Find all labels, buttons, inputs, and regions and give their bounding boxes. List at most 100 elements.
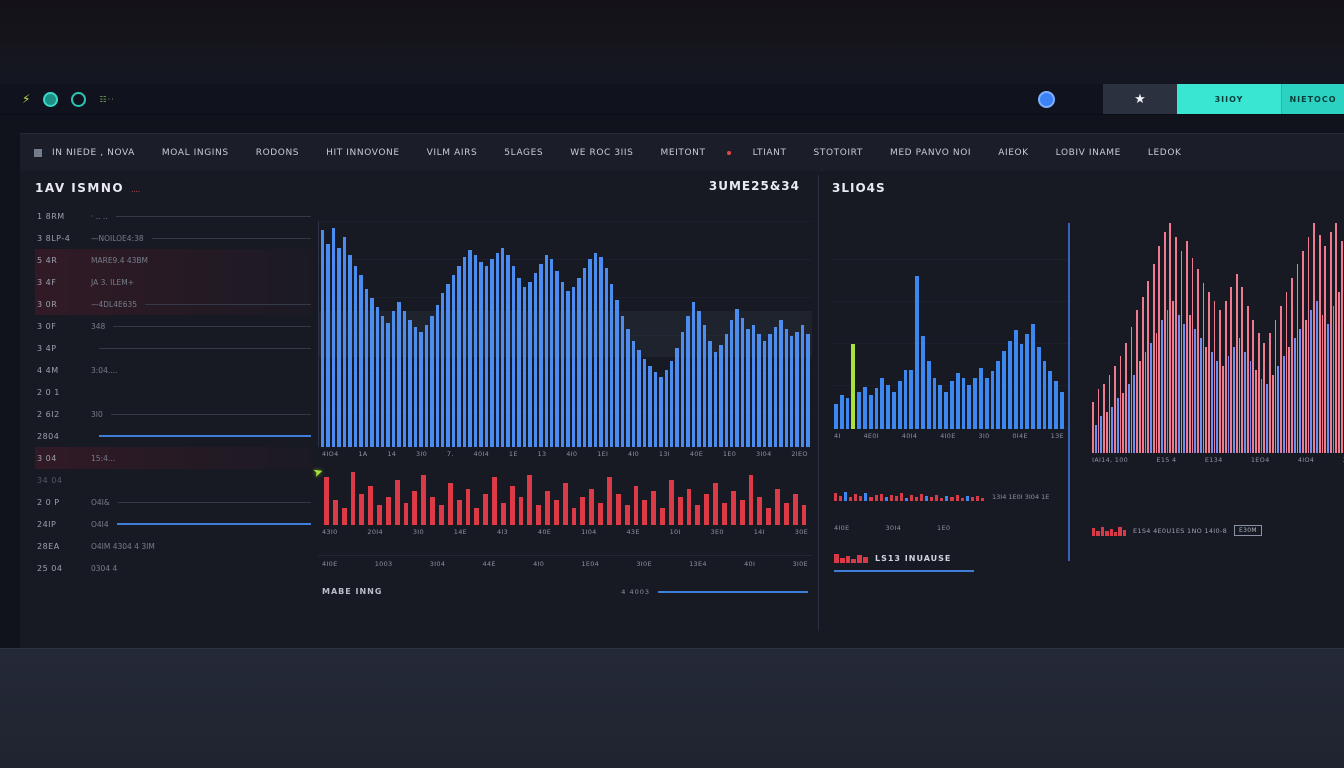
footer-progress-line[interactable]	[834, 570, 974, 572]
secondary-chart[interactable]	[830, 259, 1068, 429]
chart-bar	[686, 315, 690, 447]
nav-item[interactable]: LOBIV INAME	[1055, 148, 1121, 158]
strip-chart[interactable]	[834, 491, 984, 501]
axis-tick-label: IAI14, 100	[1092, 456, 1129, 464]
row-sparkline	[156, 260, 311, 261]
watchlist-row[interactable]: 2 0 P O4I&	[35, 491, 313, 513]
chart-bar	[440, 293, 445, 447]
price-chart[interactable]	[318, 221, 812, 447]
chart-bar	[391, 311, 396, 447]
nav-item[interactable]: RODONS	[255, 148, 300, 158]
watchlist-row[interactable]: 3 0F 348	[35, 315, 313, 337]
nav-item[interactable]: MEITONT	[660, 148, 706, 158]
nav-item[interactable]: WE ROC 3IIS	[570, 148, 634, 158]
nav-item[interactable]: MED PANVO NOI	[889, 148, 972, 158]
target-icon[interactable]	[71, 91, 87, 107]
row-label: 3 8LP-4	[37, 233, 71, 243]
chart-bar	[944, 391, 948, 429]
nav-item[interactable]: LEDOK	[1147, 148, 1182, 158]
chart-bar	[857, 554, 863, 563]
chart-bar	[1327, 324, 1329, 453]
watchlist-row[interactable]: 3 4F JA 3. ILEM+	[35, 271, 313, 293]
watchlist-row[interactable]: 2 0 1	[35, 381, 313, 403]
watchlist-row[interactable]: 28EA O4IM 4304 4 3IM	[35, 535, 313, 557]
watchlist-row[interactable]: 1 8RM · .. ..	[35, 205, 313, 227]
chart-bar	[702, 324, 707, 447]
progress-line[interactable]	[658, 590, 808, 593]
chart-bar	[1296, 264, 1299, 453]
nav-item[interactable]: IN NIEDE , NOVA	[52, 148, 135, 158]
chart-bar	[1318, 234, 1321, 453]
chart-bar	[839, 558, 845, 563]
nav-item[interactable]: AIEOK	[998, 148, 1029, 158]
volatility-chart[interactable]	[1078, 223, 1344, 453]
chart-bar	[438, 505, 444, 525]
axis-tick-label: 2IEO	[791, 450, 808, 458]
row-sparkline	[110, 413, 311, 415]
primary-action-button[interactable]: 3IIOY	[1177, 84, 1281, 114]
watchlist-row[interactable]: 3 0R —4DL4E635	[35, 293, 313, 315]
axis-tick-label: 13E4	[689, 560, 707, 568]
row-sparkline	[99, 435, 311, 437]
chart-bar	[626, 329, 630, 447]
volume-chart-axis: 43I0 20I4 3I0 14E 4I3 40E 1I04 43E 10I 3E0 14I 30E	[318, 525, 812, 539]
footer-mini-bars	[834, 553, 868, 563]
record-icon[interactable]	[43, 91, 59, 107]
axis-tick-label: 13	[537, 450, 547, 458]
settings-dots-icon[interactable]: ☷··	[99, 94, 115, 104]
chart-bar	[1338, 292, 1340, 453]
nav-item[interactable]: STOTOIRT	[813, 148, 863, 158]
chart-bar	[1007, 340, 1012, 429]
watchlist-row[interactable]: 2 6I2 3I0	[35, 403, 313, 425]
volume-chart[interactable]	[318, 469, 812, 525]
watchlist-row[interactable]: 2804	[35, 425, 313, 447]
nav-item[interactable]: VILM AIRS	[426, 148, 478, 158]
watchlist-row[interactable]: 3 4P	[35, 337, 313, 359]
row-value: 0304 4	[91, 563, 118, 573]
row-value: MARE9.4 43BM	[91, 255, 149, 265]
watchlist-row[interactable]: 25 04 0304 4	[35, 557, 313, 579]
chart-bar	[1122, 530, 1126, 536]
chart-bar	[1054, 381, 1059, 429]
chart-bar	[862, 386, 867, 429]
axis-tick-label: 3E0	[710, 528, 724, 536]
chart-bar	[1266, 384, 1268, 453]
row-label: 3 0F	[37, 321, 57, 331]
chart-bar	[615, 494, 621, 525]
chart-bar	[779, 320, 783, 447]
watchlist-row[interactable]: 4 4M 3:04....	[35, 359, 313, 381]
favorites-button[interactable]: ★	[1103, 84, 1177, 114]
chart-bar	[1105, 530, 1109, 536]
chart-bar	[509, 485, 515, 525]
info-circle-icon[interactable]	[1038, 90, 1055, 108]
chart-bar	[1252, 319, 1255, 453]
chart-bar	[935, 494, 939, 501]
nav-item[interactable]: HIT INNOVONE	[326, 148, 400, 158]
chart-bar	[474, 508, 480, 525]
chart-bar	[1329, 232, 1332, 453]
bolt-icon[interactable]: ⚡	[22, 92, 31, 106]
chart-bar	[1335, 223, 1338, 453]
lower-axis: 4I0E 1003 3I04 44E 4I0 1E04 3I0E 13E4 40I 3I0E	[318, 555, 812, 571]
watchlist-row[interactable]: 24IP O4I4	[35, 513, 313, 535]
nav-item[interactable]: MOAL INGINS	[161, 148, 229, 158]
secondary-action-button[interactable]: NIETOCO	[1281, 84, 1344, 114]
chart-bar	[408, 320, 412, 447]
watchlist-row[interactable]: 3 04 15:4...	[35, 447, 313, 469]
chart-bar	[859, 495, 863, 501]
watchlist-row[interactable]: 34 04	[35, 469, 313, 491]
watchlist-row[interactable]: 5 4R MARE9.4 43BM	[35, 249, 313, 271]
chart-bar	[447, 483, 453, 525]
chart-bar	[1130, 326, 1133, 453]
watchlist-row[interactable]: 3 8LP-4 —NOILOE4:38	[35, 227, 313, 249]
nav-item[interactable]: LTIANT	[752, 148, 787, 158]
axis-tick-label: E15 4	[1156, 456, 1177, 464]
legend-box[interactable]: E30M	[1234, 525, 1262, 536]
axis-tick-label: 43E	[626, 528, 640, 536]
chart-bar	[500, 502, 506, 525]
chart-bar	[757, 497, 763, 525]
axis-tick-label: 4E0I	[863, 432, 879, 440]
chart-bar	[492, 477, 497, 525]
chart-bar	[528, 282, 532, 447]
nav-item[interactable]: 5LAGES	[504, 148, 544, 158]
